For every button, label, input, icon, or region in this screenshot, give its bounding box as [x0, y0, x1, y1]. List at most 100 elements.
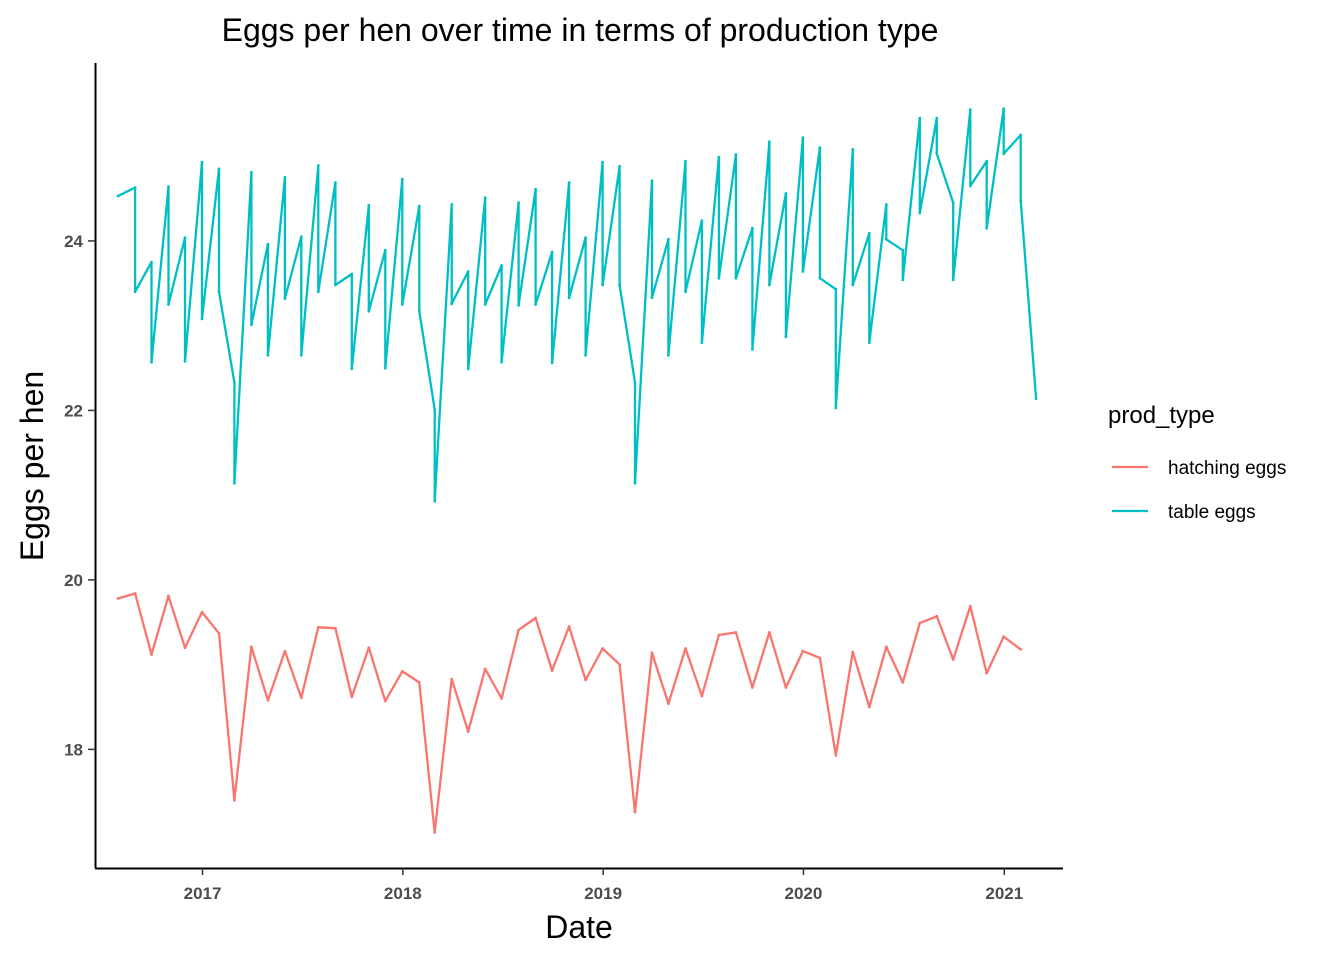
data-point: [784, 335, 788, 339]
data-point: [1002, 107, 1006, 111]
data-point: [1019, 198, 1023, 202]
data-point: [768, 631, 771, 634]
data-point: [316, 290, 320, 294]
data-point: [901, 681, 905, 684]
data-point: [1002, 152, 1006, 156]
data-point: [233, 481, 236, 485]
data-point: [867, 705, 871, 709]
data-point: [167, 303, 170, 306]
data-point: [851, 283, 855, 287]
data-point: [500, 697, 503, 700]
data-point: [851, 148, 855, 151]
data-point: [768, 283, 771, 287]
data-point: [751, 226, 754, 230]
data-point: [851, 650, 855, 654]
data-point: [633, 481, 637, 485]
data-point: [1019, 648, 1023, 651]
data-point: [367, 309, 371, 313]
data-point: [466, 367, 470, 371]
data-point: [483, 303, 487, 306]
data-point: [183, 236, 187, 240]
data-point: [935, 116, 939, 120]
y-tick-label: 18: [64, 740, 83, 759]
data-point: [334, 283, 337, 287]
y-axis-ticks: 18 20 22 24: [64, 232, 95, 759]
data-point: [250, 645, 253, 649]
data-point: [1019, 133, 1023, 137]
data-point: [200, 317, 204, 321]
data-point: [818, 146, 822, 150]
data-point: [801, 136, 805, 140]
data-point: [450, 203, 454, 206]
series-layer: [116, 107, 1038, 834]
data-point: [567, 625, 571, 628]
data-point: [116, 194, 120, 198]
data-point: [250, 323, 253, 327]
data-point: [316, 164, 320, 167]
legend-label-hatching-eggs: hatching eggs: [1168, 458, 1286, 479]
data-point: [433, 831, 437, 834]
data-point: [784, 192, 788, 195]
x-tick-label: 2018: [384, 884, 422, 903]
y-tick-label: 20: [64, 571, 83, 590]
data-point: [867, 231, 871, 235]
data-point: [417, 309, 421, 313]
data-point: [601, 647, 604, 650]
data-point: [667, 353, 670, 357]
data-point: [834, 406, 838, 410]
data-point: [567, 181, 571, 184]
y-tick-label: 22: [64, 401, 83, 420]
data-point: [734, 153, 738, 156]
data-point: [417, 204, 421, 208]
data-point: [618, 165, 621, 168]
data-point: [1002, 635, 1006, 639]
data-point: [650, 651, 654, 655]
data-point: [801, 270, 805, 273]
data-point: [534, 616, 537, 620]
y-tick-label: 24: [64, 232, 83, 251]
data-point: [466, 730, 470, 733]
x-tick-label: 2017: [184, 884, 222, 903]
data-point: [283, 297, 287, 300]
data-point: [433, 499, 437, 503]
data-point: [183, 359, 187, 363]
data-point: [299, 235, 303, 239]
series-line-table-eggs: [117, 107, 1038, 503]
data-point: [801, 649, 805, 653]
data-point: [633, 381, 637, 384]
data-point: [383, 699, 387, 703]
data-point: [217, 167, 221, 171]
legend-title: prod_type: [1108, 402, 1215, 429]
data-point: [350, 272, 354, 276]
data-point: [567, 296, 571, 300]
data-point: [450, 302, 454, 306]
data-point: [751, 348, 754, 351]
data-point: [968, 184, 972, 188]
data-point: [550, 250, 554, 254]
data-point: [299, 696, 303, 700]
data-point: [183, 646, 187, 650]
data-point: [901, 278, 905, 282]
data-point: [985, 226, 989, 230]
data-point: [684, 647, 687, 650]
x-axis-ticks: 2017 2018 2019 2020 2021: [184, 868, 1023, 903]
data-point: [367, 204, 371, 207]
data-point: [818, 656, 822, 660]
data-point: [400, 177, 404, 181]
series-points-table-eggs: [116, 107, 1038, 503]
x-tick-label: 2020: [785, 884, 823, 903]
data-point: [650, 179, 654, 183]
data-point: [884, 237, 888, 241]
data-point: [283, 649, 287, 653]
data-point: [483, 667, 487, 671]
data-point: [918, 116, 922, 120]
series-line-hatching-eggs: [117, 592, 1022, 834]
data-point: [1034, 397, 1038, 400]
data-point: [867, 341, 871, 344]
data-point: [700, 694, 704, 698]
data-point: [150, 260, 153, 264]
data-point: [334, 181, 337, 184]
chart-title: Eggs per hen over time in terms of produ…: [222, 12, 939, 48]
data-point: [200, 610, 204, 614]
